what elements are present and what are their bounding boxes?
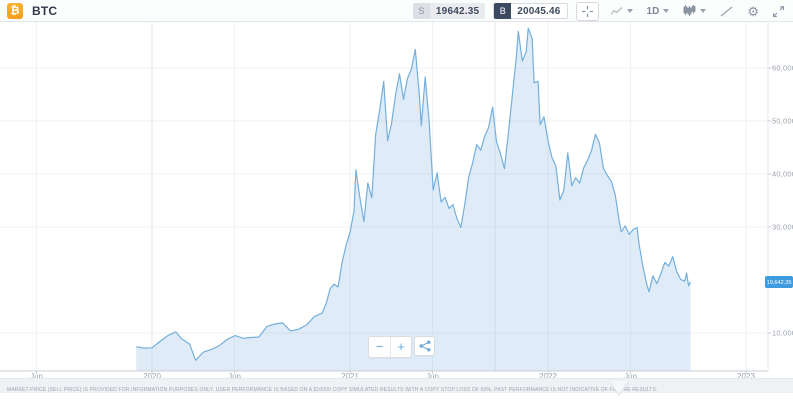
zoom-out-button[interactable]: −	[369, 337, 390, 357]
header-toolbar: S 19642.35 B 20045.46 1D	[412, 0, 787, 22]
disclaimer-bar: MARKET PRICE (SELL PRICE) IS PROVIDED FO…	[0, 378, 793, 393]
chevron-down-icon	[663, 9, 670, 13]
current-price-tag: 19,642.35	[765, 275, 793, 288]
gear-icon: ⚙	[747, 3, 759, 19]
settings-button[interactable]: ⚙	[744, 3, 762, 20]
sell-badge: S	[412, 3, 430, 19]
buy-badge: B	[494, 3, 512, 19]
price-area-fill	[136, 28, 691, 372]
share-button[interactable]	[414, 336, 435, 356]
instrument-info: ₿ BTC	[0, 2, 58, 19]
drawing-tools-button[interactable]	[717, 4, 736, 19]
chart-type-button[interactable]	[607, 4, 636, 18]
crosshair-tool-button[interactable]	[575, 1, 599, 21]
price-line	[136, 27, 692, 361]
sell-price-button[interactable]: S 19642.35	[412, 3, 486, 19]
crosshair-icon	[581, 5, 593, 17]
fullscreen-button[interactable]	[770, 4, 787, 19]
sell-price-value: 19642.35	[435, 5, 480, 17]
indicators-button[interactable]	[680, 3, 709, 19]
chart-header: ₿ BTC S 19642.35 B 20045.46	[0, 0, 793, 22]
share-icon	[419, 340, 430, 352]
chevron-down-icon	[626, 9, 633, 13]
trendline-tool-icon	[720, 6, 733, 16]
interval-dropdown[interactable]: 1D	[644, 4, 673, 19]
buy-price-value: 20045.46	[517, 5, 561, 17]
candlestick-chart-icon	[683, 5, 696, 16]
line-chart-type-icon	[610, 7, 622, 15]
chevron-down-icon	[700, 9, 707, 13]
interval-value: 1D	[646, 5, 660, 17]
zoom-in-button[interactable]: +	[390, 337, 411, 357]
expand-icon	[773, 5, 784, 17]
instrument-symbol: BTC	[32, 3, 58, 18]
zoom-controls: − +	[368, 336, 412, 358]
bitcoin-icon: ₿	[7, 2, 23, 19]
buy-price-button[interactable]: B 20045.46	[493, 3, 568, 19]
collapse-chevron-icon	[608, 380, 630, 396]
disclaimer-text: MARKET PRICE (SELL PRICE) IS PROVIDED FO…	[7, 386, 658, 393]
current-price-value: 19,642.35	[766, 278, 792, 285]
